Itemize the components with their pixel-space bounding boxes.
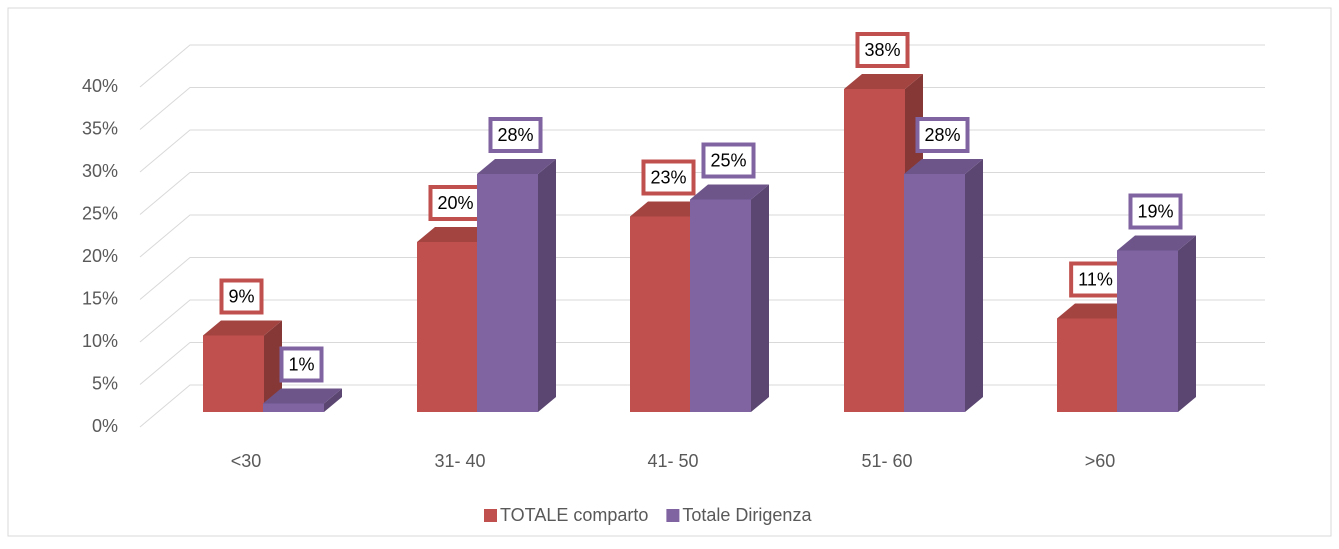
data-label: 38% (864, 40, 900, 60)
data-label-box (279, 346, 324, 383)
y-tick-label: 10% (82, 331, 118, 351)
bar-top (477, 159, 556, 174)
bar-front (844, 89, 905, 412)
data-label: 20% (437, 193, 473, 213)
bar-front (690, 199, 751, 412)
bar (1117, 235, 1196, 412)
bar-front (417, 242, 478, 412)
x-tick-label: 41- 50 (647, 451, 698, 471)
bar-top (690, 184, 769, 200)
bar (203, 320, 282, 412)
bar-top (904, 159, 983, 174)
data-label: 28% (497, 125, 533, 145)
x-tick-label: 51- 60 (861, 451, 912, 471)
bar-side (324, 388, 342, 412)
y-tick-label: 0% (92, 416, 118, 436)
bar-top (203, 320, 282, 336)
bar-front (630, 216, 691, 412)
bar-side (751, 184, 769, 412)
y-tick-label: 15% (82, 288, 118, 308)
bar-top (263, 388, 342, 404)
data-label: 9% (228, 286, 254, 306)
y-tick-label: 25% (82, 203, 118, 223)
bar-top (1057, 303, 1136, 319)
bar-side (538, 159, 556, 412)
y-tick-label: 20% (82, 246, 118, 266)
bar (690, 184, 769, 412)
bar (904, 159, 983, 412)
bar (263, 388, 342, 412)
data-label: 11% (1078, 269, 1113, 289)
x-tick-label: <30 (231, 451, 262, 471)
data-label: 28% (924, 125, 960, 145)
data-label: 23% (650, 167, 686, 187)
data-label: 1% (288, 354, 314, 374)
bar-front (263, 403, 324, 412)
bar-side (264, 320, 282, 412)
bar-front (904, 174, 965, 412)
x-tick-label: 31- 40 (434, 451, 485, 471)
legend-label: TOTALE comparto (500, 505, 648, 525)
data-label-box (488, 117, 543, 153)
legend-label: Totale Dirigenza (682, 505, 812, 525)
data-label-box (1128, 193, 1183, 230)
data-label-box (701, 142, 756, 179)
bar-front (1117, 250, 1178, 412)
y-tick-label: 5% (92, 373, 118, 393)
data-label: 25% (710, 150, 746, 170)
data-label-box (855, 32, 910, 68)
data-label-box (641, 159, 696, 196)
bar-top (844, 74, 923, 89)
bar-front (1057, 318, 1118, 412)
bar-front (203, 335, 264, 412)
data-label-box (219, 278, 264, 315)
bar-side (965, 159, 983, 412)
legend-swatch (484, 509, 497, 522)
y-tick-label: 40% (82, 76, 118, 96)
x-tick-label: >60 (1085, 451, 1116, 471)
data-label-box (915, 117, 970, 153)
bar-top (1117, 235, 1196, 251)
bar-top (417, 227, 496, 242)
data-label: 19% (1137, 201, 1173, 221)
bar-top (630, 201, 709, 217)
y-tick-label: 30% (82, 161, 118, 181)
bar (477, 159, 556, 412)
y-tick-label: 35% (82, 118, 118, 138)
bar-side (1178, 235, 1196, 412)
legend-swatch (666, 509, 680, 522)
bar-front (477, 174, 538, 412)
